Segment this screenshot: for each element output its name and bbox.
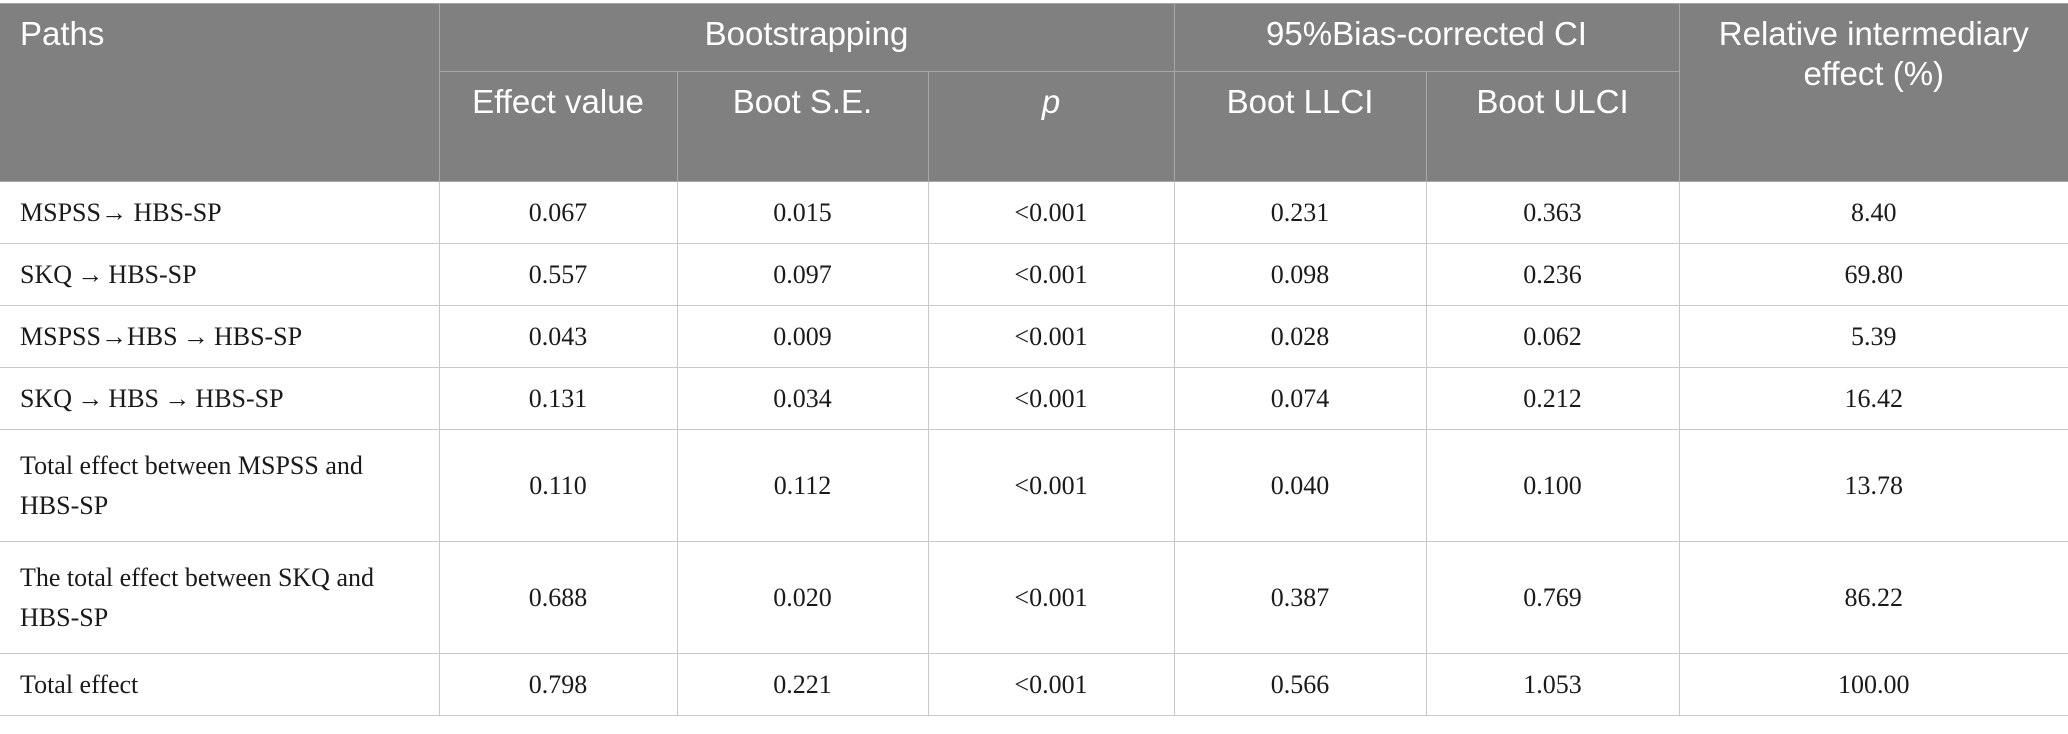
cell-boot-ulci: 0.100 [1425,429,1680,542]
cell-boot-se: 0.015 [676,181,929,244]
cell-relative-effect: 8.40 [1678,181,2068,244]
cell-boot-llci: 0.074 [1173,367,1427,430]
cell-effect-value: 0.131 [438,367,678,430]
cell-boot-ulci: 0.363 [1425,181,1680,244]
cell-boot-ulci: 0.769 [1425,541,1680,654]
mediation-results-table: Paths Bootstrapping 95%Bias-corrected CI… [0,3,2068,716]
cell-path: MSPSS→ HBS-SP [0,181,440,244]
cell-path: The total effect between SKQ and HBS-SP [0,541,440,654]
table-row: SKQ → HBS → HBS-SP 0.131 0.034 <0.001 0.… [0,367,2068,430]
table-row: MSPSS→HBS → HBS-SP 0.043 0.009 <0.001 0.… [0,305,2068,368]
cell-boot-se: 0.034 [676,367,929,430]
cell-boot-se: 0.112 [676,429,929,542]
header-boot-se: Boot S.E. [676,71,929,182]
header-ci-group: 95%Bias-corrected CI [1173,3,1680,72]
cell-boot-llci: 0.566 [1173,653,1427,716]
table-row: Total effect between MSPSS and HBS-SP 0.… [0,429,2068,542]
cell-p: <0.001 [927,541,1175,654]
cell-relative-effect: 86.22 [1678,541,2068,654]
table-row: The total effect between SKQ and HBS-SP … [0,541,2068,654]
cell-path: SKQ → HBS-SP [0,243,440,306]
cell-relative-effect: 13.78 [1678,429,2068,542]
cell-boot-ulci: 0.236 [1425,243,1680,306]
header-row-sub: Effect value Boot S.E. p Boot LLCI Boot … [0,71,2068,182]
cell-boot-se: 0.009 [676,305,929,368]
cell-boot-se: 0.020 [676,541,929,654]
cell-relative-effect: 16.42 [1678,367,2068,430]
cell-relative-effect: 69.80 [1678,243,2068,306]
cell-effect-value: 0.043 [438,305,678,368]
cell-effect-value: 0.557 [438,243,678,306]
cell-path: Total effect [0,653,440,716]
header-boot-llci: Boot LLCI [1173,71,1427,182]
cell-p: <0.001 [927,243,1175,306]
header-row-top: Paths Bootstrapping 95%Bias-corrected CI… [0,3,2068,182]
table-header: Paths Bootstrapping 95%Bias-corrected CI… [0,3,2068,182]
header-p: p [927,71,1175,182]
header-effect-value: Effect value [438,71,678,182]
cell-effect-value: 0.067 [438,181,678,244]
cell-path: Total effect between MSPSS and HBS-SP [0,429,440,542]
header-paths: Paths [0,3,440,182]
cell-boot-se: 0.221 [676,653,929,716]
cell-p: <0.001 [927,429,1175,542]
cell-path: SKQ → HBS → HBS-SP [0,367,440,430]
cell-effect-value: 0.688 [438,541,678,654]
cell-path: MSPSS→HBS → HBS-SP [0,305,440,368]
cell-boot-se: 0.097 [676,243,929,306]
header-boot-ulci: Boot ULCI [1425,71,1680,182]
cell-boot-ulci: 0.212 [1425,367,1680,430]
table-row: SKQ → HBS-SP 0.557 0.097 <0.001 0.098 0.… [0,243,2068,306]
cell-relative-effect: 5.39 [1678,305,2068,368]
cell-boot-ulci: 1.053 [1425,653,1680,716]
cell-relative-effect: 100.00 [1678,653,2068,716]
table-row: Total effect 0.798 0.221 <0.001 0.566 1.… [0,653,2068,716]
cell-effect-value: 0.798 [438,653,678,716]
cell-effect-value: 0.110 [438,429,678,542]
cell-p: <0.001 [927,181,1175,244]
cell-boot-llci: 0.028 [1173,305,1427,368]
cell-boot-llci: 0.098 [1173,243,1427,306]
table-row: MSPSS→ HBS-SP 0.067 0.015 <0.001 0.231 0… [0,181,2068,244]
cell-p: <0.001 [927,653,1175,716]
header-relative-effect: Relative intermediary effect (%) [1678,3,2068,182]
cell-p: <0.001 [927,367,1175,430]
cell-boot-llci: 0.040 [1173,429,1427,542]
table-body: MSPSS→ HBS-SP 0.067 0.015 <0.001 0.231 0… [0,181,2068,716]
cell-p: <0.001 [927,305,1175,368]
cell-boot-llci: 0.387 [1173,541,1427,654]
cell-boot-ulci: 0.062 [1425,305,1680,368]
header-bootstrapping: Bootstrapping [438,3,1175,72]
cell-boot-llci: 0.231 [1173,181,1427,244]
